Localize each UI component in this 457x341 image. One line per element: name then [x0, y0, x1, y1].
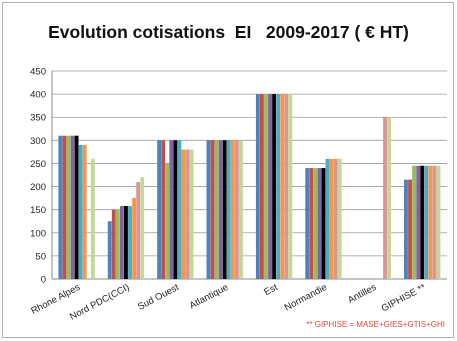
x-category-label: Normandie	[283, 282, 329, 314]
bar	[288, 94, 293, 279]
bar	[70, 135, 75, 279]
bar	[119, 205, 124, 279]
bar	[74, 135, 79, 279]
bar	[62, 135, 67, 279]
bar	[234, 140, 239, 279]
bar	[337, 158, 342, 279]
bar	[177, 140, 182, 279]
bar	[313, 168, 318, 279]
y-tick-label: 0	[41, 275, 46, 286]
bar	[333, 158, 338, 279]
bar	[78, 144, 83, 279]
bar	[230, 140, 235, 279]
bar	[107, 221, 112, 279]
bar	[111, 209, 116, 279]
y-tick-label: 250	[30, 159, 46, 170]
bar	[115, 209, 120, 279]
bar	[161, 140, 166, 279]
y-tick-label: 50	[35, 251, 46, 262]
bar	[259, 94, 264, 279]
bar	[404, 179, 408, 279]
bar	[383, 117, 387, 279]
bar	[428, 165, 433, 279]
bar	[82, 144, 87, 279]
x-category-label: Sud Ouest	[136, 282, 181, 313]
x-category-label: Atlantique	[188, 282, 230, 312]
bar	[387, 117, 392, 279]
bar	[416, 165, 421, 279]
bar	[58, 135, 63, 279]
bar	[321, 168, 326, 279]
bar	[222, 140, 227, 279]
chart-title: Evolution cotisations EI 2009-2017 ( € H…	[48, 22, 409, 42]
bar	[173, 140, 178, 279]
bar	[436, 165, 441, 279]
bar	[181, 149, 186, 279]
bar	[424, 165, 429, 279]
bar	[124, 205, 128, 279]
bar	[408, 179, 412, 279]
bar	[169, 140, 174, 279]
bar	[420, 165, 425, 279]
bar	[268, 94, 272, 279]
bar	[140, 177, 145, 279]
bar	[432, 165, 437, 279]
bar	[309, 168, 314, 279]
y-tick-label: 150	[30, 205, 46, 216]
bar	[90, 158, 95, 279]
x-category-label: Antilles	[346, 282, 378, 306]
bar	[66, 135, 71, 279]
bar	[280, 94, 285, 279]
bar	[128, 205, 132, 279]
bar	[189, 149, 194, 279]
bar	[255, 94, 260, 279]
bar	[317, 168, 322, 279]
y-tick-label: 400	[30, 90, 46, 101]
bar	[185, 149, 190, 279]
bar	[206, 140, 211, 279]
bar	[210, 140, 215, 279]
bar	[165, 163, 170, 279]
bar	[136, 181, 141, 279]
bar	[239, 140, 243, 279]
bar	[218, 140, 223, 279]
bar	[284, 94, 289, 279]
bar	[276, 94, 281, 279]
y-tick-label: 200	[30, 182, 46, 193]
bar	[412, 165, 417, 279]
x-category-label: GIPHISE **	[380, 282, 428, 315]
bar	[305, 168, 310, 279]
bar	[329, 158, 334, 279]
bar	[132, 198, 137, 279]
bar	[157, 140, 162, 279]
y-tick-label: 300	[30, 136, 46, 147]
bar	[226, 140, 231, 279]
y-tick-label: 450	[30, 67, 46, 78]
y-tick-label: 100	[30, 228, 46, 239]
y-tick-label: 350	[30, 113, 46, 124]
bar	[272, 94, 277, 279]
x-category-label: Est	[262, 282, 280, 298]
bar	[264, 94, 268, 279]
bar	[214, 140, 219, 279]
bar	[325, 158, 330, 279]
chart-footnote: ** GIPHISE = MASE+GIES+GTIS+GHI	[306, 320, 445, 329]
